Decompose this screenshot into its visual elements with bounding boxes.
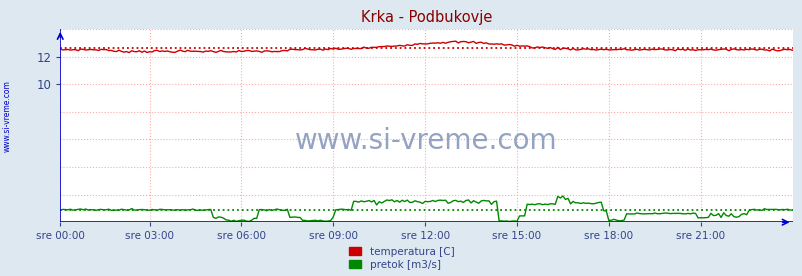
Title: Krka - Podbukovje: Krka - Podbukovje	[360, 10, 492, 25]
Text: www.si-vreme.com: www.si-vreme.com	[2, 80, 12, 152]
Text: www.si-vreme.com: www.si-vreme.com	[294, 127, 557, 155]
Legend: temperatura [C], pretok [m3/s]: temperatura [C], pretok [m3/s]	[347, 246, 455, 271]
